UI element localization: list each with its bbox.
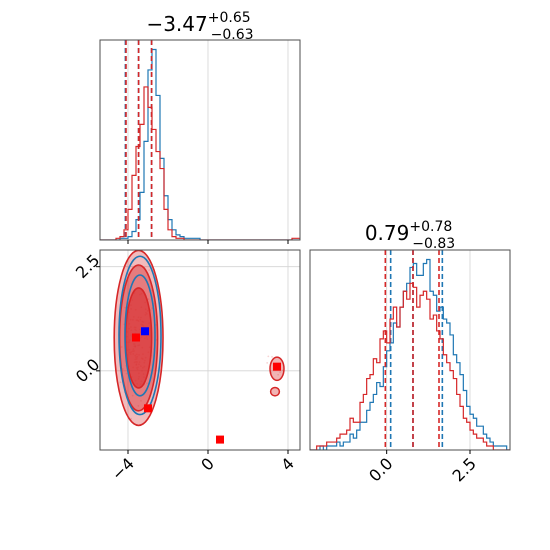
panel-frame — [309, 249, 511, 451]
sample-point — [122, 368, 124, 370]
sample-point — [279, 371, 281, 374]
sample-point — [271, 355, 273, 358]
sample-point — [266, 361, 269, 364]
reference-marker — [144, 404, 152, 413]
panel-background — [100, 40, 300, 240]
sample-point — [120, 346, 123, 348]
title-value: −3.47 — [146, 12, 207, 36]
sample-point — [146, 382, 148, 385]
sample-point — [267, 355, 270, 358]
panel-grid — [127, 40, 289, 240]
panel-title: 0.79+0.78 −0.83 — [365, 219, 455, 252]
tick-layer — [127, 240, 289, 244]
reference-marker — [216, 435, 224, 444]
x-tick-label: −4 — [108, 454, 138, 484]
x-tick-label: 4 — [277, 454, 298, 475]
title-lower-error: −0.63 — [211, 27, 254, 43]
histogram-series — [310, 258, 510, 450]
sample-point — [119, 381, 122, 384]
reference-marker — [141, 327, 149, 336]
panel-top-left: −3.47+0.65 −0.63 — [99, 10, 301, 244]
sample-point — [277, 373, 280, 376]
histogram-layer — [310, 250, 510, 450]
title-value: 0.79 — [365, 221, 410, 245]
histogram-series — [310, 282, 510, 450]
sample-point — [131, 394, 134, 397]
sample-point — [147, 298, 150, 301]
marker-layer — [132, 327, 281, 444]
panel-grid — [386, 250, 471, 450]
sample-point — [140, 399, 142, 402]
x-tick-label: 0.0 — [365, 454, 396, 485]
panel-bottom-left: −4 0 4 0.0 2.5 — [72, 249, 301, 484]
reference-marker — [132, 333, 140, 342]
y-tick-label: 0.0 — [72, 355, 103, 386]
panel-title: −3.47+0.65 −0.63 — [146, 10, 253, 43]
panel-bottom-right: 0.0 2.5 0.79+0.78 −0.83 — [309, 219, 511, 485]
contour-level — [124, 274, 156, 397]
sample-point — [151, 307, 153, 310]
panel-frame — [99, 39, 301, 241]
title-lower-error: −0.83 — [412, 236, 455, 252]
panel-frame — [99, 249, 301, 451]
x-tick-label: 2.5 — [448, 454, 479, 485]
y-tick-label: 2.5 — [72, 251, 103, 282]
histogram-series — [100, 48, 300, 240]
title-upper-error: +0.78 — [409, 219, 452, 235]
tick-layer: 0.0 2.5 — [365, 450, 480, 485]
contour-island — [269, 386, 281, 397]
contour-level — [118, 255, 162, 416]
sample-point — [137, 405, 140, 407]
sample-point — [130, 417, 133, 420]
title-upper-error: +0.65 — [208, 10, 251, 26]
reference-marker — [273, 362, 281, 371]
histogram-series — [100, 86, 300, 240]
sample-point — [148, 269, 151, 272]
x-tick-label: 0 — [197, 454, 218, 475]
sample-point — [125, 372, 128, 375]
histogram-layer — [100, 40, 300, 240]
